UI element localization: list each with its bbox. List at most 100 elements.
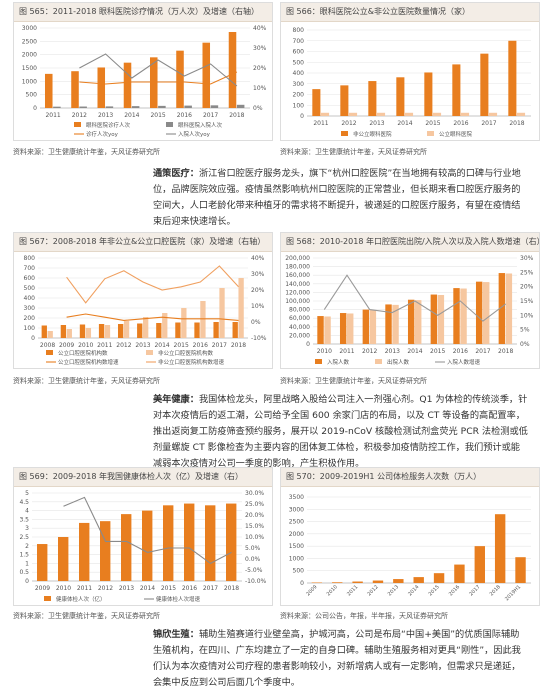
- bar: [461, 112, 470, 116]
- x-tick-label: 2009: [59, 342, 74, 349]
- bar: [505, 273, 513, 344]
- y2-tick-label: 30%: [520, 255, 534, 262]
- y-tick-label: 2500: [22, 38, 37, 45]
- legend-label: 健康体检人次（亿）: [56, 595, 106, 603]
- x-tick-label: 2015: [430, 348, 445, 355]
- bar: [219, 288, 225, 338]
- x-tick-label: 2016: [182, 585, 197, 592]
- series-line: [79, 53, 238, 87]
- y-tick-label: 40,000: [289, 324, 310, 331]
- x-tick-label: 2018: [229, 112, 244, 119]
- bar: [142, 510, 153, 581]
- legend-label: 非公立口腔医院机构数: [158, 349, 214, 357]
- bar: [238, 278, 244, 338]
- y-tick-label: 1000: [22, 78, 37, 85]
- bar: [149, 57, 158, 108]
- bar: [202, 42, 211, 108]
- y-tick-label: 0.5: [19, 569, 29, 576]
- y2-tick-label: 20.0%: [245, 512, 264, 519]
- chart-title: 图 569：2009-2018 年我国健康体检人次（亿）及增速（右）: [14, 468, 272, 487]
- x-tick-label: 2017: [468, 584, 481, 597]
- legend: 入院人数 出院人数 入院人数增速: [315, 358, 481, 366]
- bar: [143, 317, 149, 338]
- bar: [184, 503, 195, 581]
- chart-svg: 0 100 200 300 400 500 600 700 800 -10% 0% 10% 20% 30%…: [24, 255, 267, 366]
- x-tick-label: 2011: [339, 348, 354, 355]
- x-tick-label: 2016: [193, 342, 208, 349]
- legend-swatch: [427, 131, 434, 136]
- chart-source: 资料来源：卫生健康统计年鉴，天风证券研究所: [280, 148, 427, 156]
- y2-tick-label: 0.0%: [245, 556, 261, 563]
- x-tick-label: 2011: [346, 584, 359, 597]
- y-tick-label: 500: [293, 568, 305, 575]
- y-tick-label: 3000: [22, 25, 37, 32]
- x-tick-label: 2011: [97, 342, 112, 349]
- bar: [117, 324, 124, 338]
- bar: [321, 112, 330, 116]
- bar: [452, 64, 461, 116]
- paragraph-jinxin: 锦欣生殖：辅助生殖赛道行业壁垒高，护城河高，公司是布局“中国+美国”的优质国际辅…: [153, 627, 528, 691]
- chart-panel-570: 图 570：2009-2019H1 公司体检服务人次数（万人） 0 500 1000…: [280, 467, 540, 606]
- x-tick-label: 2014: [407, 584, 420, 597]
- bar: [105, 106, 114, 108]
- chart-565: 0 500 1000 1500 2000 2500 3000 0% 10% 20% 30% 40% 20…: [14, 22, 272, 140]
- bar: [498, 273, 506, 344]
- bar: [44, 73, 53, 108]
- bar: [181, 308, 187, 338]
- paragraph-lead: 锦欣生殖：: [153, 629, 199, 640]
- y-tick-label: 4: [25, 508, 29, 515]
- bar: [131, 106, 140, 108]
- chart-title: 图 565：2011-2018 眼科医院诊疗情况（万人次）及增速（右轴）: [14, 3, 272, 22]
- legend-label: 出院人数: [387, 358, 410, 366]
- bar: [232, 322, 238, 338]
- y-tick-label: 0: [300, 580, 304, 587]
- legend-swatch: [315, 359, 322, 364]
- x-tick-label: 2014: [140, 585, 155, 592]
- y2-tick-label: 10%: [253, 85, 267, 92]
- y2-tick-label: 25.0%: [245, 501, 264, 508]
- chart-568: 0 20,000 40,000 60,000 80,000 100,000 120,000 1…: [281, 252, 539, 368]
- bar: [104, 325, 111, 338]
- bar: [158, 105, 166, 108]
- bar: [79, 106, 87, 108]
- x-tick-label: 2016: [448, 584, 461, 597]
- legend-label: 公立眼科医院: [439, 130, 473, 138]
- bar: [415, 300, 422, 344]
- bar: [97, 67, 106, 108]
- y-tick-label: 1.5: [19, 552, 29, 559]
- y2-tick-label: 30.0%: [245, 490, 264, 497]
- y-tick-label: 2500: [289, 519, 304, 526]
- bar: [85, 328, 92, 338]
- x-tick-label: 2015: [174, 342, 189, 349]
- legend-swatch: [375, 359, 382, 364]
- bar: [123, 62, 132, 108]
- y-tick-label: 0: [300, 113, 304, 120]
- y-tick-label: 400: [293, 70, 305, 77]
- y-tick-label: 600: [24, 275, 36, 282]
- x-tick-label: 2009: [35, 585, 50, 592]
- x-tick-label: 2017: [203, 585, 218, 592]
- legend-label: 健康体检人次增速: [156, 595, 201, 603]
- bar: [205, 505, 216, 581]
- chart-source: 资料来源：卫生健康统计年鉴，天风证券研究所: [13, 148, 160, 156]
- x-tick-label: 2017: [203, 112, 218, 119]
- bar: [332, 582, 343, 583]
- legend-label: 入院人次yoy: [178, 130, 211, 138]
- legend-label: 非公立眼科医院: [353, 130, 392, 138]
- chart-570: 0 500 1000 1500 2000 2500 3000 3500 2009 2010 2011…: [281, 487, 539, 605]
- bar: [339, 313, 347, 344]
- bar: [393, 579, 404, 583]
- y2-tick-label: -10.0%: [245, 578, 267, 585]
- bar: [460, 288, 467, 344]
- chart-source: 资料来源：卫生健康统计年鉴，天风证券研究所: [13, 612, 160, 620]
- bar: [162, 313, 168, 338]
- bar: [362, 309, 370, 344]
- y-tick-label: 180,000: [285, 264, 310, 271]
- y-tick-label: 2000: [289, 531, 304, 538]
- y2-tick-label: 20%: [520, 284, 534, 291]
- bar: [433, 573, 445, 583]
- legend-label: 眼科医院入院人次: [178, 121, 223, 129]
- x-tick-label: 2018: [489, 584, 502, 597]
- bar: [47, 331, 53, 338]
- y-tick-label: 0: [31, 335, 35, 342]
